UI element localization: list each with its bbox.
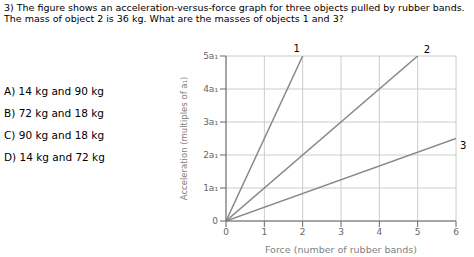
svg-text:2a₁: 2a₁	[203, 150, 218, 160]
html-text:B) 72 kg and 18 kg: B) 72 kg and 18 kg	[4, 107, 104, 119]
svg-text:3a₁: 3a₁	[203, 117, 218, 127]
html-text:D) 14 kg and 72 kg: D) 14 kg and 72 kg	[4, 151, 105, 163]
svg-text:3: 3	[338, 227, 344, 237]
svg-text:2: 2	[424, 44, 430, 55]
svg-text:1: 1	[261, 227, 267, 237]
svg-text:Acceleration (multiples of a₁): Acceleration (multiples of a₁)	[179, 77, 189, 201]
svg-text:5a₁: 5a₁	[203, 51, 218, 61]
svg-text:2: 2	[300, 227, 306, 237]
svg-text:1a₁: 1a₁	[203, 183, 218, 193]
svg-text:0: 0	[223, 227, 229, 237]
html-text:The mass of object 2 is 36 kg.: The mass of object 2 is 36 kg. What are …	[4, 13, 344, 24]
html-text:A) 14 kg and 90 kg: A) 14 kg and 90 kg	[4, 85, 104, 97]
svg-text:6: 6	[453, 227, 459, 237]
svg-text:5: 5	[415, 227, 421, 237]
svg-text:4: 4	[376, 227, 382, 237]
html-text:3) The figure shows an acceler: 3) The figure shows an acceleration-vers…	[4, 2, 465, 13]
svg-text:1: 1	[293, 43, 299, 54]
svg-text:3: 3	[460, 140, 466, 151]
svg-text:0: 0	[212, 216, 218, 226]
html-text:C) 90 kg and 18 kg: C) 90 kg and 18 kg	[4, 129, 105, 141]
svg-text:4a₁: 4a₁	[203, 84, 218, 94]
svg-text:Force (number of rubber bands): Force (number of rubber bands)	[265, 244, 417, 255]
